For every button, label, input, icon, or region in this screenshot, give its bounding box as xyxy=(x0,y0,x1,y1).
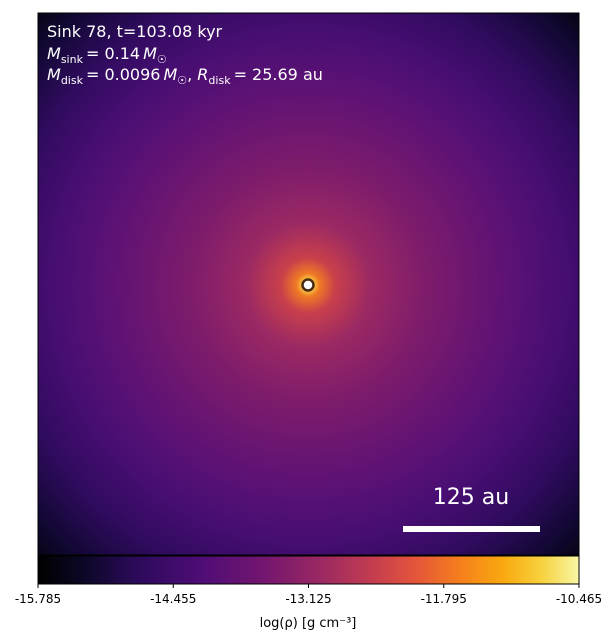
scale-bar-label: 125 au xyxy=(433,485,509,510)
colorbar: -15.785 -14.455 -13.125 -11.795 -10.465 log(… xyxy=(15,555,602,631)
mdisk-value: = 0.0096 xyxy=(86,65,160,84)
colorbar-tick-label: -10.465 xyxy=(556,592,602,606)
colorbar-label: log(ρ) [g cm⁻³] xyxy=(260,616,357,631)
colorbar-gradient xyxy=(37,555,580,585)
colorbar-tick-label: -11.795 xyxy=(421,592,467,606)
msink-value: = 0.14 xyxy=(86,44,140,63)
colorbar-tick-label: -15.785 xyxy=(15,592,61,606)
density-panel xyxy=(38,13,579,555)
annotation: Sink 78, t=103.08 kyr Msink = 0.14 M☉ Mdis… xyxy=(47,22,323,87)
colorbar-tick-label: -14.455 xyxy=(150,592,196,606)
msink-text: Msink = 0.14 M☉ xyxy=(47,44,167,66)
scale-bar: 125 au xyxy=(403,485,540,532)
mdisk-text: Mdisk = 0.0096 M☉, Rdisk = 25.69 au xyxy=(47,65,323,87)
colorbar-tick-label: -13.125 xyxy=(285,592,331,606)
scale-bar-line xyxy=(403,526,540,532)
sink-info-text: Sink 78, t=103.08 kyr xyxy=(47,22,223,41)
rdisk-value: = 25.69 au xyxy=(234,65,323,84)
colorbar-ticks: -15.785 -14.455 -13.125 -11.795 -10.465 xyxy=(15,584,602,606)
sink-marker xyxy=(301,278,315,292)
panel-frame xyxy=(37,12,580,556)
